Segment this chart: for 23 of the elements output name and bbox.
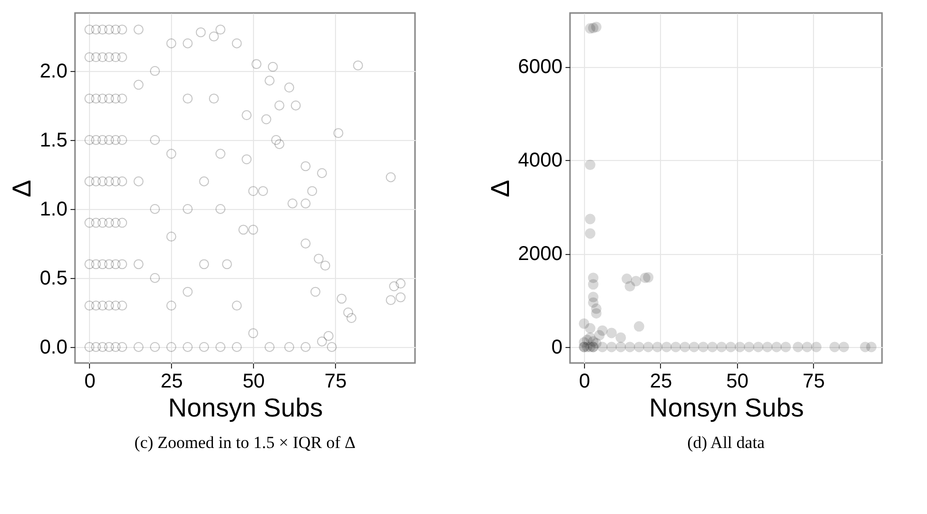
x-tick-label: 25 (160, 370, 183, 392)
y-tick-label: 2.0 (40, 60, 68, 82)
y-tick-label: 0 (551, 336, 562, 358)
y-tick-label: 2000 (518, 243, 562, 266)
x-tick-label: 50 (726, 370, 748, 392)
x-axis-title: Nonsyn Subs (649, 392, 804, 422)
text: (c) Zoomed in to 1.5 × IQR of Δ (134, 433, 356, 452)
y-tick-label: 1.0 (40, 198, 68, 220)
y-axis-title: Δ (6, 180, 37, 198)
x-tick-label: 50 (242, 370, 265, 392)
y-tick-label: 4000 (518, 150, 562, 172)
x-tick-label: 75 (802, 370, 825, 392)
x-axis-title: Nonsyn Subs (168, 392, 323, 422)
x-tick-label: 75 (324, 370, 347, 392)
text: (d) All data (687, 433, 766, 452)
y-tick-label: 0.0 (40, 336, 68, 358)
y-tick-label: 0.5 (40, 267, 68, 290)
x-tick-label: 0 (578, 370, 590, 392)
y-axis-title: Δ (485, 180, 516, 198)
y-tick-label: 6000 (518, 56, 562, 78)
x-tick-label: 0 (84, 370, 96, 392)
y-tick-label: 1.5 (40, 129, 68, 152)
x-tick-label: 25 (650, 370, 672, 392)
